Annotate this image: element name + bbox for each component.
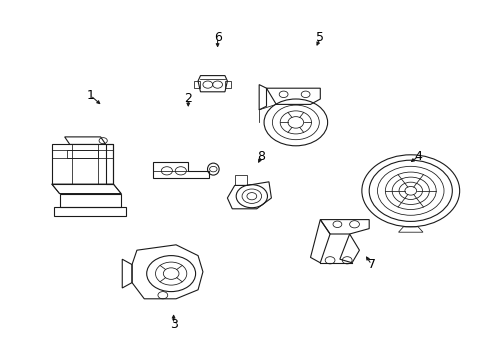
Text: 2: 2 — [184, 93, 192, 105]
Text: 5: 5 — [316, 31, 324, 44]
Text: 7: 7 — [367, 258, 375, 271]
Text: 3: 3 — [169, 318, 177, 330]
Text: 1: 1 — [86, 89, 94, 102]
Text: 6: 6 — [213, 31, 221, 44]
Text: 8: 8 — [257, 150, 265, 163]
Text: 4: 4 — [413, 150, 421, 163]
